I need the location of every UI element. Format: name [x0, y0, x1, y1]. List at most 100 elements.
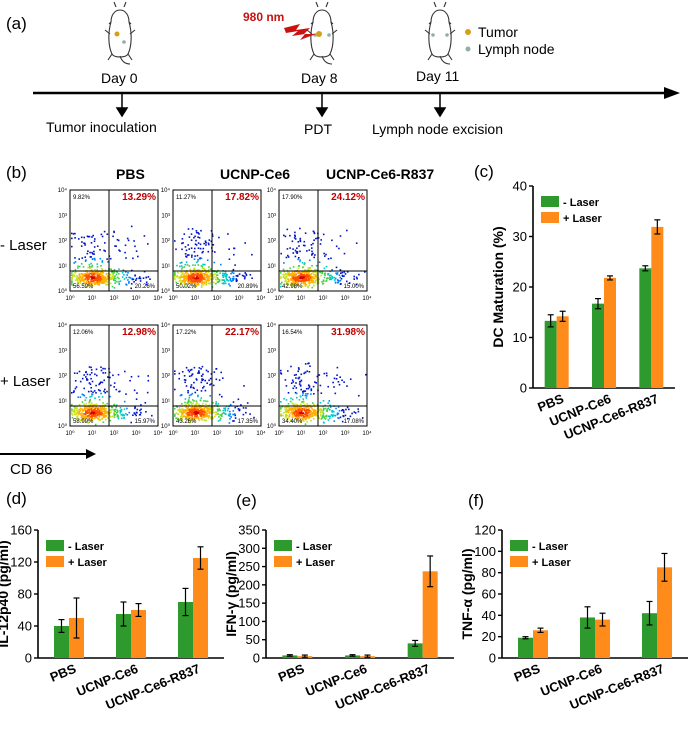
svg-text:10²: 10² — [110, 431, 119, 437]
svg-text:10⁰: 10⁰ — [65, 430, 75, 437]
bar — [592, 303, 604, 388]
quadrant-ur-value: 24.12% — [331, 192, 365, 203]
quadrant-lr-value: 15.00% — [344, 284, 365, 290]
y-tick-label: 120 — [474, 523, 496, 538]
quadrant-ll-value: 43.26% — [176, 419, 197, 425]
svg-text:10²: 10² — [267, 239, 276, 245]
quadrant-ur-value: 12.98% — [122, 327, 156, 338]
y-tick-label: 350 — [238, 523, 260, 538]
bar — [69, 618, 84, 658]
error-bar — [197, 546, 204, 570]
quadrant-lr-value: 20.26% — [135, 284, 156, 290]
y-tick-label: 300 — [238, 541, 260, 556]
column-title-ucnp-ce6: UCNP-Ce6 — [220, 166, 291, 182]
cd86-axis-arrow — [0, 449, 96, 459]
svg-text:10⁴: 10⁴ — [153, 430, 163, 437]
category-label: UCNP-Ce6 — [538, 661, 604, 699]
svg-text:10³: 10³ — [132, 296, 141, 302]
quadrant-gates — [173, 190, 261, 291]
error-bar — [607, 275, 613, 281]
svg-text:10²: 10² — [58, 239, 67, 245]
quadrant-ur-value: 31.98% — [331, 327, 365, 338]
svg-text:10¹: 10¹ — [58, 264, 67, 270]
y-tick-label: 120 — [10, 555, 32, 570]
quadrant-ur-value: 22.17% — [225, 327, 259, 338]
bar — [116, 614, 131, 658]
svg-text:10²: 10² — [161, 239, 170, 245]
legend-swatch — [541, 196, 559, 207]
y-axis-label: DC Maturation (%) — [490, 226, 506, 347]
dot-plot-events — [280, 362, 367, 425]
legend-lymph-label: Lymph node — [478, 41, 555, 57]
error-bar — [58, 618, 65, 634]
svg-text:10²: 10² — [161, 374, 170, 380]
error-bar — [286, 654, 293, 657]
quadrant-ll-value: 50.02% — [176, 284, 197, 290]
y-tick-label: 0 — [25, 651, 32, 666]
error-bar — [301, 654, 308, 658]
y-axis-label: TNF-α (pg/ml) — [459, 548, 475, 639]
svg-text:10³: 10³ — [341, 431, 350, 437]
error-bar — [135, 602, 142, 618]
bar — [556, 316, 569, 388]
svg-text:10²: 10² — [213, 431, 222, 437]
svg-text:10²: 10² — [58, 374, 67, 380]
bar — [639, 268, 652, 388]
quadrant-gates — [279, 190, 367, 291]
legend-label: + Laser — [563, 213, 603, 225]
quadrant-ur-value: 13.29% — [122, 192, 156, 203]
panel-c-label: (c) — [474, 162, 494, 181]
svg-text:10¹: 10¹ — [297, 296, 306, 302]
quadrant-gates — [279, 325, 367, 426]
event-excision-label: Lymph node excision — [372, 121, 504, 137]
svg-text:10⁴: 10⁴ — [362, 430, 372, 437]
quadrant-gates — [173, 325, 261, 426]
legend-label: - Laser — [563, 197, 600, 209]
chart-axes — [265, 530, 454, 659]
quadrant-ul-value: 17.90% — [282, 195, 303, 201]
bar — [544, 320, 557, 388]
quadrant-ul-value: 16.54% — [282, 330, 303, 336]
svg-text:10¹: 10¹ — [88, 296, 97, 302]
quadrant-ul-value: 9.82% — [73, 195, 91, 201]
bar — [657, 567, 672, 658]
bar — [193, 558, 208, 658]
legend-label: - Laser — [296, 541, 333, 553]
y-tick-label: 80 — [18, 587, 32, 602]
svg-text:10⁰: 10⁰ — [274, 295, 284, 302]
laser-wavelength-label: 980 nm — [243, 10, 285, 24]
y-tick-label: 0 — [520, 381, 527, 396]
legend-label: + Laser — [68, 557, 108, 569]
svg-text:10⁴: 10⁴ — [256, 430, 266, 437]
svg-text:10³: 10³ — [235, 431, 244, 437]
column-title-pbs: PBS — [116, 166, 145, 182]
svg-text:10¹: 10¹ — [88, 431, 97, 437]
legend-swatch — [510, 556, 528, 567]
timeline-figure — [33, 1, 680, 118]
laser-bolt-icon — [284, 24, 316, 40]
category-label: PBS — [276, 661, 307, 685]
error-bar — [364, 654, 371, 658]
error-bar — [547, 314, 554, 328]
bar — [345, 655, 360, 658]
quadrant-gates — [70, 190, 158, 291]
row-title-plus-laser: + Laser — [0, 373, 51, 390]
chart-axes — [532, 186, 675, 389]
svg-text:10³: 10³ — [58, 213, 67, 219]
event-arrows — [115, 93, 447, 118]
row-title-minus-laser: - Laser — [0, 237, 47, 254]
bar — [131, 610, 146, 658]
chart-axes — [37, 530, 224, 659]
y-axis-label: IFN-γ (pg/ml) — [223, 551, 239, 637]
svg-text:10⁰: 10⁰ — [58, 288, 68, 295]
y-tick-label: 10 — [513, 330, 527, 345]
error-bar — [537, 627, 544, 634]
quadrant-ll-value: 42.98% — [282, 284, 303, 290]
bar — [178, 602, 193, 658]
bar — [651, 226, 664, 388]
error-bar — [595, 298, 601, 310]
